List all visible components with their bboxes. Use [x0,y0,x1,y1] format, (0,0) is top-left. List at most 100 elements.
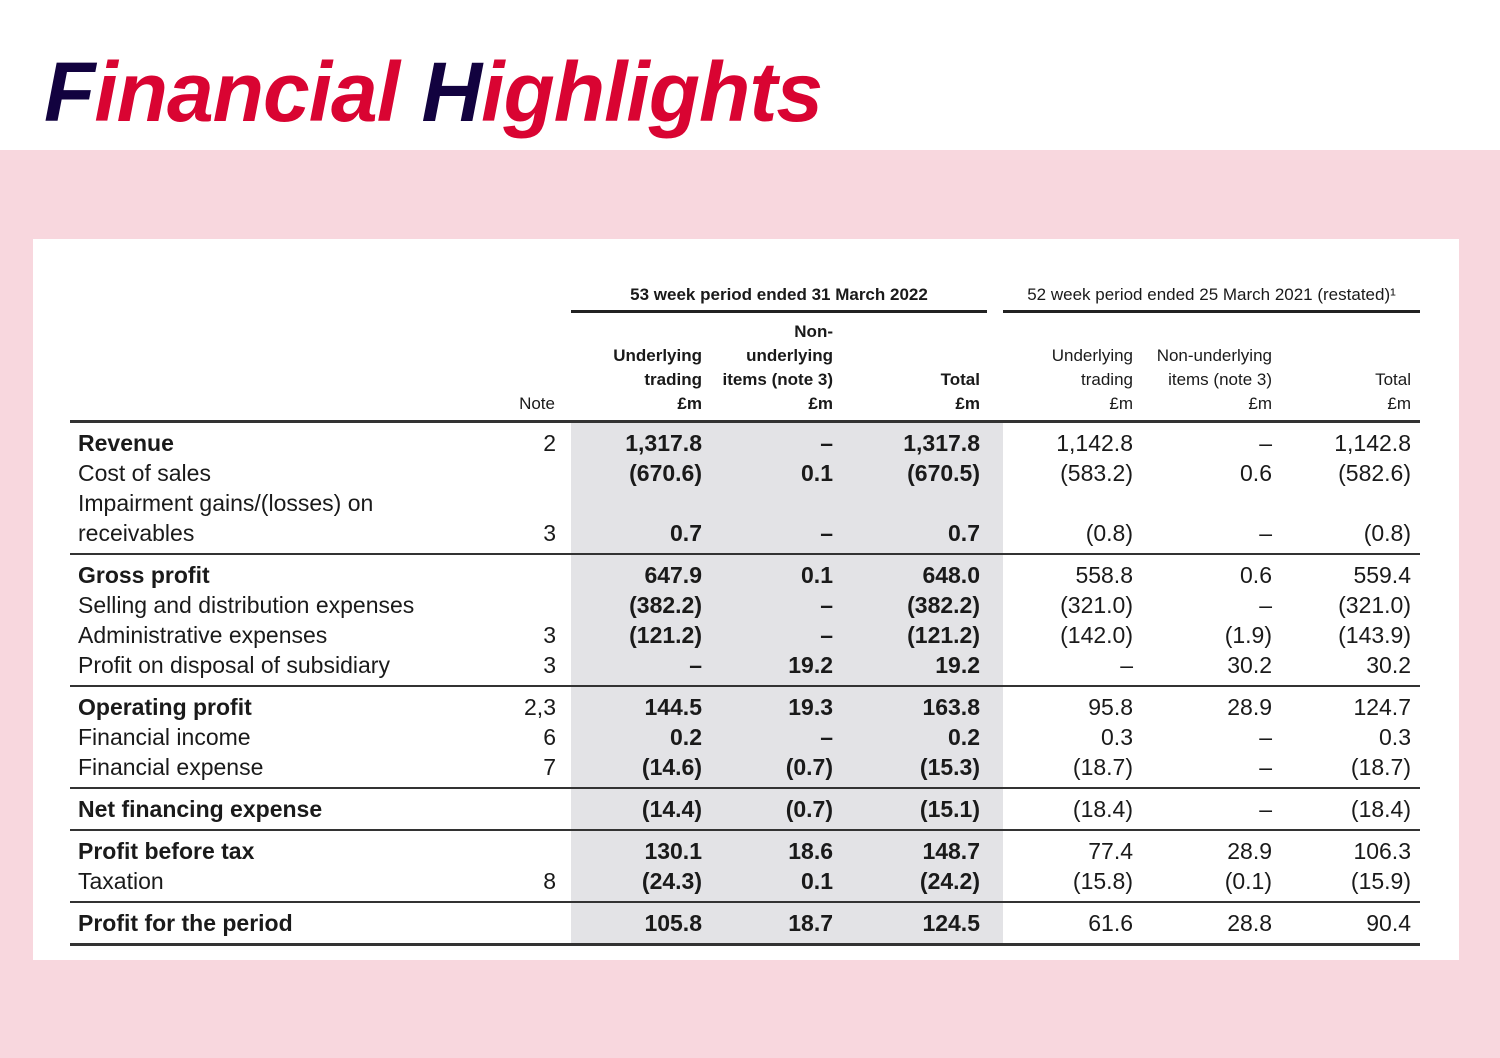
value-cell: (15.8) [1072,868,1133,894]
table-row: Selling and distribution expenses (382.2)… [70,590,1420,620]
table-row: Impairment gains/(losses) on receivables… [70,488,1420,548]
value-cell: 18.7 [788,910,833,936]
value-cell: 148.7 [922,838,980,864]
column-header: Underlying [613,346,702,365]
value-cell: – [1259,796,1272,822]
note-header: Note [519,394,555,413]
value-cell: 30.2 [1366,652,1411,678]
section-rule [70,553,1420,555]
value-cell: 19.2 [935,652,980,678]
value-cell: 144.5 [644,694,702,720]
value-cell: (24.2) [919,868,980,894]
title-text: ighlights [481,45,823,139]
value-cell: 28.9 [1227,694,1272,720]
value-cell: 647.9 [644,562,702,588]
row-label: Gross profit [78,562,210,588]
value-cell: 1,317.8 [903,430,980,456]
column-header: £m [955,394,980,413]
value-cell: 1,142.8 [1334,430,1411,456]
value-cell: (15.9) [1350,868,1411,894]
value-cell: 61.6 [1088,910,1133,936]
group-header-current: 53 week period ended 31 March 2022 [630,285,928,304]
value-cell: (1.9) [1224,622,1272,648]
value-cell: (18.7) [1350,754,1411,780]
value-cell: 163.8 [922,694,980,720]
section-rule [70,685,1420,687]
column-header: underlying [746,346,833,365]
value-cell: (670.6) [629,460,702,486]
value-cell: 19.3 [788,694,833,720]
value-cell: – [1259,430,1272,456]
row-label: Operating profit [78,694,252,720]
value-cell: (18.4) [1350,796,1411,822]
column-header: items (note 3) [1168,370,1272,389]
value-cell: – [1259,592,1272,618]
table-row: Profit on disposal of subsidiary 3 – 19.2 19… [70,650,1420,680]
table-row: Operating profit 2,3 144.5 19.3 163.8 95.8 28.… [70,692,1420,722]
value-cell: 0.7 [670,520,702,546]
table-row: Financial expense 7 (14.6) (0.7) (15.3) (18.7… [70,752,1420,782]
value-cell: (15.3) [919,754,980,780]
header-rule [70,420,1420,423]
value-cell: 0.6 [1240,460,1272,486]
value-cell: 648.0 [922,562,980,588]
row-label: Net financing expense [78,796,323,822]
table-row: Taxation 8 (24.3) 0.1 (24.2) (15.8) (0.1) (15.9… [70,866,1420,896]
value-cell: – [820,622,833,648]
value-cell: (24.3) [641,868,702,894]
value-cell: (143.9) [1338,622,1411,648]
group-underline [1003,310,1420,313]
note-cell: 2,3 [524,694,556,720]
value-cell: – [820,430,833,456]
column-header: trading [644,370,702,389]
value-cell: (0.8) [1363,520,1411,546]
value-cell: 0.2 [948,724,980,750]
column-header: £m [808,394,833,413]
value-cell: (121.2) [907,622,980,648]
column-header: trading [1081,370,1133,389]
value-cell: 0.3 [1101,724,1133,750]
section-rule [70,943,1420,946]
value-cell: (0.8) [1085,520,1133,546]
note-cell: 2 [543,430,556,456]
value-cell: 77.4 [1088,838,1133,864]
value-cell: (382.2) [907,592,980,618]
value-cell: (321.0) [1060,592,1133,618]
value-cell: 1,317.8 [625,430,702,456]
row-label: Revenue [78,430,174,456]
column-header: £m [1248,394,1272,413]
table-row: Cost of sales (670.6) 0.1 (670.5) (583.2) 0.6… [70,458,1420,488]
value-cell: 0.7 [948,520,980,546]
column-header: £m [677,394,702,413]
section-rule [70,787,1420,789]
row-label: Administrative expenses [78,622,328,648]
section-rule [70,829,1420,831]
value-cell: 28.9 [1227,838,1272,864]
value-cell: 30.2 [1227,652,1272,678]
column-header: items (note 3) [722,370,833,389]
row-label: Taxation [78,868,164,894]
group-header-prior: 52 week period ended 25 March 2021 (rest… [1027,285,1396,304]
table-row: Profit for the period 105.8 18.7 124.5 61.6 2… [70,908,1420,938]
value-cell: 559.4 [1353,562,1411,588]
row-label: Financial income [78,724,251,750]
column-header: £m [1387,394,1411,413]
value-cell: (0.7) [785,796,833,822]
column-header: £m [1109,394,1133,413]
value-cell: (15.1) [919,796,980,822]
row-label: Impairment gains/(losses) on receivables [78,490,374,546]
value-cell: (14.6) [641,754,702,780]
value-cell: – [1259,724,1272,750]
row-label: Profit on disposal of subsidiary [78,652,390,678]
table-row: Administrative expenses 3 (121.2) – (121.2) (… [70,620,1420,650]
section-rule [70,901,1420,903]
table-row: Financial income 6 0.2 – 0.2 0.3 – 0.3 [70,722,1420,752]
value-cell: 1,142.8 [1056,430,1133,456]
table-row: Gross profit 647.9 0.1 648.0 558.8 0.6 559.4 [70,560,1420,590]
value-cell: (670.5) [907,460,980,486]
value-cell: (142.0) [1060,622,1133,648]
page-title: Financial Highlights [44,42,823,142]
value-cell: (0.7) [785,754,833,780]
table-row: Profit before tax 130.1 18.6 148.7 77.4 28.9 1… [70,836,1420,866]
value-cell: (18.7) [1072,754,1133,780]
